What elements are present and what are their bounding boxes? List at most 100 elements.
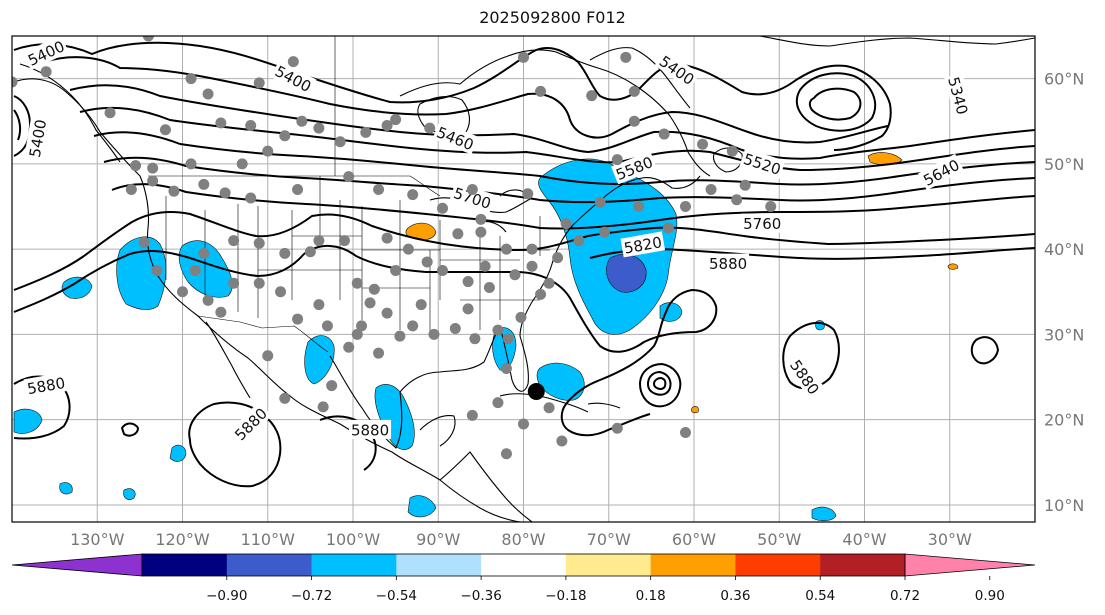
contour-small-loop-pac [120,422,140,437]
contour-label-bg [620,231,666,258]
lon-tick-label: 80°W [501,530,545,549]
cyclone-dot [527,383,545,401]
lat-tick-label: 50°N [1044,155,1084,174]
contour-5880-pacific [13,375,71,440]
station-dot [262,350,274,362]
station-dot [147,175,159,187]
contour-label-bg [349,419,392,439]
station-dot [662,222,674,234]
station-dot [202,88,214,100]
station-dot [424,122,436,134]
station-dot [518,51,529,63]
lon-tick-label: 30°W [928,530,972,549]
station-dot [611,422,623,434]
political-borders [148,36,550,353]
station-dot [343,341,355,353]
station-dot [198,178,210,190]
station-dot [535,85,547,97]
station-dot [586,90,598,102]
station-dot [125,183,137,195]
station-dot [373,183,385,195]
lon-tick-label: 120°W [155,530,210,549]
colorbar-swatch [735,554,821,576]
station-dot [185,158,197,170]
contour-label-bg [611,151,658,185]
station-dot [449,322,461,334]
station-dot [479,260,491,272]
contour-5880-main [13,245,1035,437]
contour-label-bg [228,402,272,446]
contour-5820 [13,211,1035,291]
border-us-mexico [197,315,329,353]
coastline-hispaniola [587,402,621,409]
contour-label-text: 5760 [743,215,781,233]
station-dot [726,145,738,157]
station-dot [159,124,171,136]
colorbar: −0.90 −0.72 −0.54 −0.36 −0.18 0.18 0.36 0.54 0.7… [11,553,1036,604]
lon-tick-label: 110°W [241,530,296,549]
contour-label: 5400 [22,36,69,71]
station-dot [437,264,449,276]
observation-stations [12,36,777,460]
station-dot [292,313,304,325]
station-dot [381,307,393,319]
station-dot [679,426,691,438]
contour-low-east-outer [795,72,877,132]
station-dot [492,324,504,336]
colorbar-tick-label: 0.90 [975,588,1005,604]
contour-cyclone-mid [646,370,672,396]
station-dot [253,277,265,289]
station-dot [219,187,231,199]
shading-pacific-south [13,408,43,434]
border-states-plains [258,176,363,320]
contour-label-bg [944,72,974,119]
colorbar-outline [141,553,906,577]
station-dot [177,286,188,298]
station-dot [275,286,287,298]
shading-greenland-positive [867,152,903,166]
shading-gulf-west [374,384,415,450]
station-dot [628,115,640,127]
station-dot [543,402,555,414]
station-dot [437,202,449,214]
station-dot [381,120,393,132]
latitude-labels: 60°N 50°N 40°N 30°N 20°N 10°N [1044,70,1084,515]
coastline-yucatan [419,415,456,447]
station-dot [228,277,240,289]
contour-label-bg [270,59,317,97]
contour-label: 5880 [228,402,272,446]
colorbar-tick-label: 0.72 [890,588,920,604]
coastline-canada-arctic [399,49,711,177]
colorbar-tick-label: 0.54 [805,588,835,604]
station-dot [518,418,529,430]
contour-label: 5880 [785,354,826,400]
station-dot [407,189,419,201]
station-dot [317,401,329,413]
contour-label: 5400 [654,49,700,90]
station-dot [475,213,487,225]
colorbar-tick-label: −0.18 [545,588,586,604]
colorbar-swatch [396,554,482,576]
lon-tick-label: 60°W [672,530,716,549]
contour-label: 5400 [24,115,51,161]
station-dot [500,243,512,255]
station-dot [373,347,385,359]
colorbar-tick-label: −0.90 [206,588,247,604]
coastline-central-america [439,451,533,522]
contour-label-bg [654,49,700,90]
station-dot [364,297,376,309]
lon-tick-label: 130°W [70,530,125,549]
contour-label-bg [24,115,51,161]
station-dot [739,179,751,191]
station-dot [368,283,380,295]
colorbar-swatch [820,554,906,576]
contour-5460 [43,56,889,144]
station-dot [502,333,514,345]
station-dot [326,380,338,392]
colorbar-swatch [226,554,313,576]
station-dot [594,196,606,208]
station-dot [765,201,777,213]
shading-west-atlantic [659,302,683,322]
lon-tick-label: 100°W [326,530,381,549]
station-dot [245,120,257,132]
